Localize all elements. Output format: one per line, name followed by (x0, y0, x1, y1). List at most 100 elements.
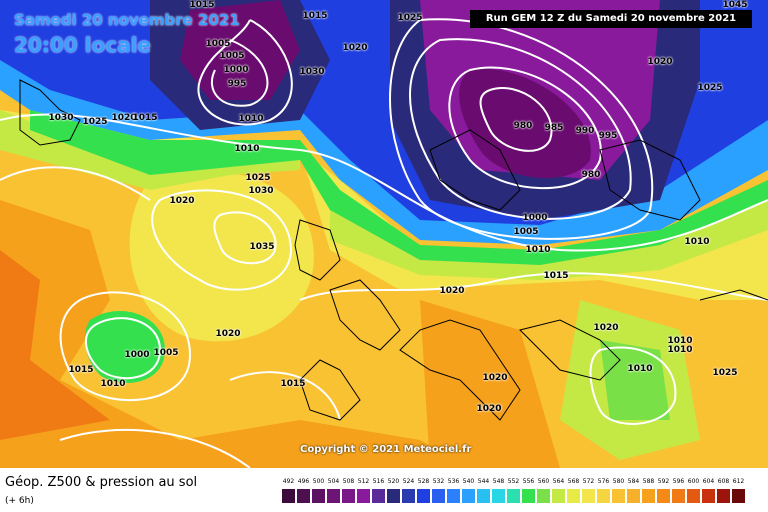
isobar-label: 1010 (234, 144, 260, 154)
legend-swatch (402, 489, 415, 503)
legend-swatch (417, 489, 430, 503)
isobar-label: 1035 (249, 242, 275, 252)
legend-swatch (687, 489, 700, 503)
high-pressure-yellow (129, 170, 314, 342)
legend-swatch (432, 489, 445, 503)
legend-tick-label: 592 (657, 478, 670, 485)
isobar-label: 1005 (205, 39, 231, 49)
isobar-label: 995 (598, 131, 618, 141)
legend-tick-label: 496 (297, 478, 310, 485)
isobar-label: 1000 (124, 350, 150, 360)
legend-swatch (537, 489, 550, 503)
isobar-label: 985 (544, 123, 564, 133)
isobar-label: 1015 (280, 379, 306, 389)
legend-tick-label: 492 (282, 478, 295, 485)
isobar-label: 980 (513, 121, 533, 131)
legend-swatch (522, 489, 535, 503)
map-time-title: 20:00 locale (14, 33, 151, 57)
deep-low-atlantic (180, 0, 300, 100)
legend-swatch (462, 489, 475, 503)
isobar-label: 1000 (223, 65, 249, 75)
isobar-label: 1045 (722, 0, 748, 10)
isobar-label: 1010 (525, 245, 551, 255)
legend-swatch (717, 489, 730, 503)
footer-subtitle: (+ 6h) (5, 496, 34, 506)
deep-low-core (459, 68, 591, 179)
isobar-label: 1030 (48, 113, 74, 123)
legend-tick-label: 520 (387, 478, 400, 485)
map-date-title: Samedi 20 novembre 2021 (14, 11, 240, 29)
orange-region-west (0, 200, 470, 468)
legend-tick-label: 584 (627, 478, 640, 485)
legend-tick-label: 512 (357, 478, 370, 485)
isobar-label: 1015 (302, 11, 328, 21)
legend-swatch (357, 489, 370, 503)
coastlines (19, 79, 768, 421)
legend-swatch (327, 489, 340, 503)
isobar-label: 1005 (219, 51, 245, 61)
legend-tick-label: 600 (687, 478, 700, 485)
isobar-label: 1020 (476, 404, 502, 414)
legend-tick-label: 596 (672, 478, 685, 485)
isobar-label: 1025 (397, 13, 423, 23)
isobar-label: 1010 (100, 379, 126, 389)
legend-tick-label: 504 (327, 478, 340, 485)
isobar-label: 990 (575, 126, 595, 136)
isobar-label: 980 (581, 170, 601, 180)
isobar-label: 1015 (68, 365, 94, 375)
legend-tick-label: 536 (447, 478, 460, 485)
legend-swatch (297, 489, 310, 503)
isobar-label: 1015 (543, 271, 569, 281)
isobar-label: 1020 (482, 373, 508, 383)
run-info-banner: Run GEM 12 Z du Samedi 20 novembre 2021 (470, 10, 752, 28)
isobar-label: 995 (227, 79, 247, 89)
legend-swatch (627, 489, 640, 503)
isobar-label: 1030 (299, 67, 325, 77)
isobar-label: 1015 (132, 113, 158, 123)
map-canvas (0, 0, 768, 468)
legend-tick-label: 524 (402, 478, 415, 485)
isobar-label: 1020 (439, 286, 465, 296)
legend-tick-label: 548 (492, 478, 505, 485)
isobar-label: 1010 (238, 114, 264, 124)
legend-swatch (672, 489, 685, 503)
green-band (30, 110, 768, 265)
isobar-label: 1025 (712, 368, 738, 378)
legend-swatch (492, 489, 505, 503)
isobar-label: 1020 (593, 323, 619, 333)
isobar-label: 1000 (522, 213, 548, 223)
isobar-label: 1010 (667, 336, 693, 346)
green-low-west (84, 311, 165, 383)
legend-swatch (342, 489, 355, 503)
isobar-label: 1010 (684, 237, 710, 247)
footer: Géop. Z500 & pression au sol (+ 6h) 492 4… (0, 468, 768, 512)
legend-tick-label: 576 (597, 478, 610, 485)
isobar-label: 1020 (342, 43, 368, 53)
legend-swatch (582, 489, 595, 503)
legend-tick-label: 580 (612, 478, 625, 485)
legend-swatch (642, 489, 655, 503)
green-region-east (600, 340, 670, 420)
isobar-lines (0, 18, 768, 468)
legend-swatch (732, 489, 745, 503)
isobar-label: 1005 (153, 348, 179, 358)
legend-swatch (612, 489, 625, 503)
legend-tick-label: 544 (477, 478, 490, 485)
legend-tick-label: 588 (642, 478, 655, 485)
isobar-label: 1025 (82, 117, 108, 127)
legend-tick-label: 540 (462, 478, 475, 485)
legend-swatch (372, 489, 385, 503)
legend-tick-label: 552 (507, 478, 520, 485)
isobar-label: 1025 (245, 173, 271, 183)
isobar-label: 1020 (169, 196, 195, 206)
legend-tick-label: 516 (372, 478, 385, 485)
legend-tick-label: 528 (417, 478, 430, 485)
legend-tick-label: 560 (537, 478, 550, 485)
legend-tick-label: 508 (342, 478, 355, 485)
legend-swatch (702, 489, 715, 503)
legend-tick-label: 564 (552, 478, 565, 485)
isobar-label: 1010 (627, 364, 653, 374)
copyright-text: Copyright © 2021 Meteociel.fr (300, 444, 472, 455)
isobar-label: 1020 (111, 113, 137, 123)
dark-orange-region (0, 250, 110, 440)
